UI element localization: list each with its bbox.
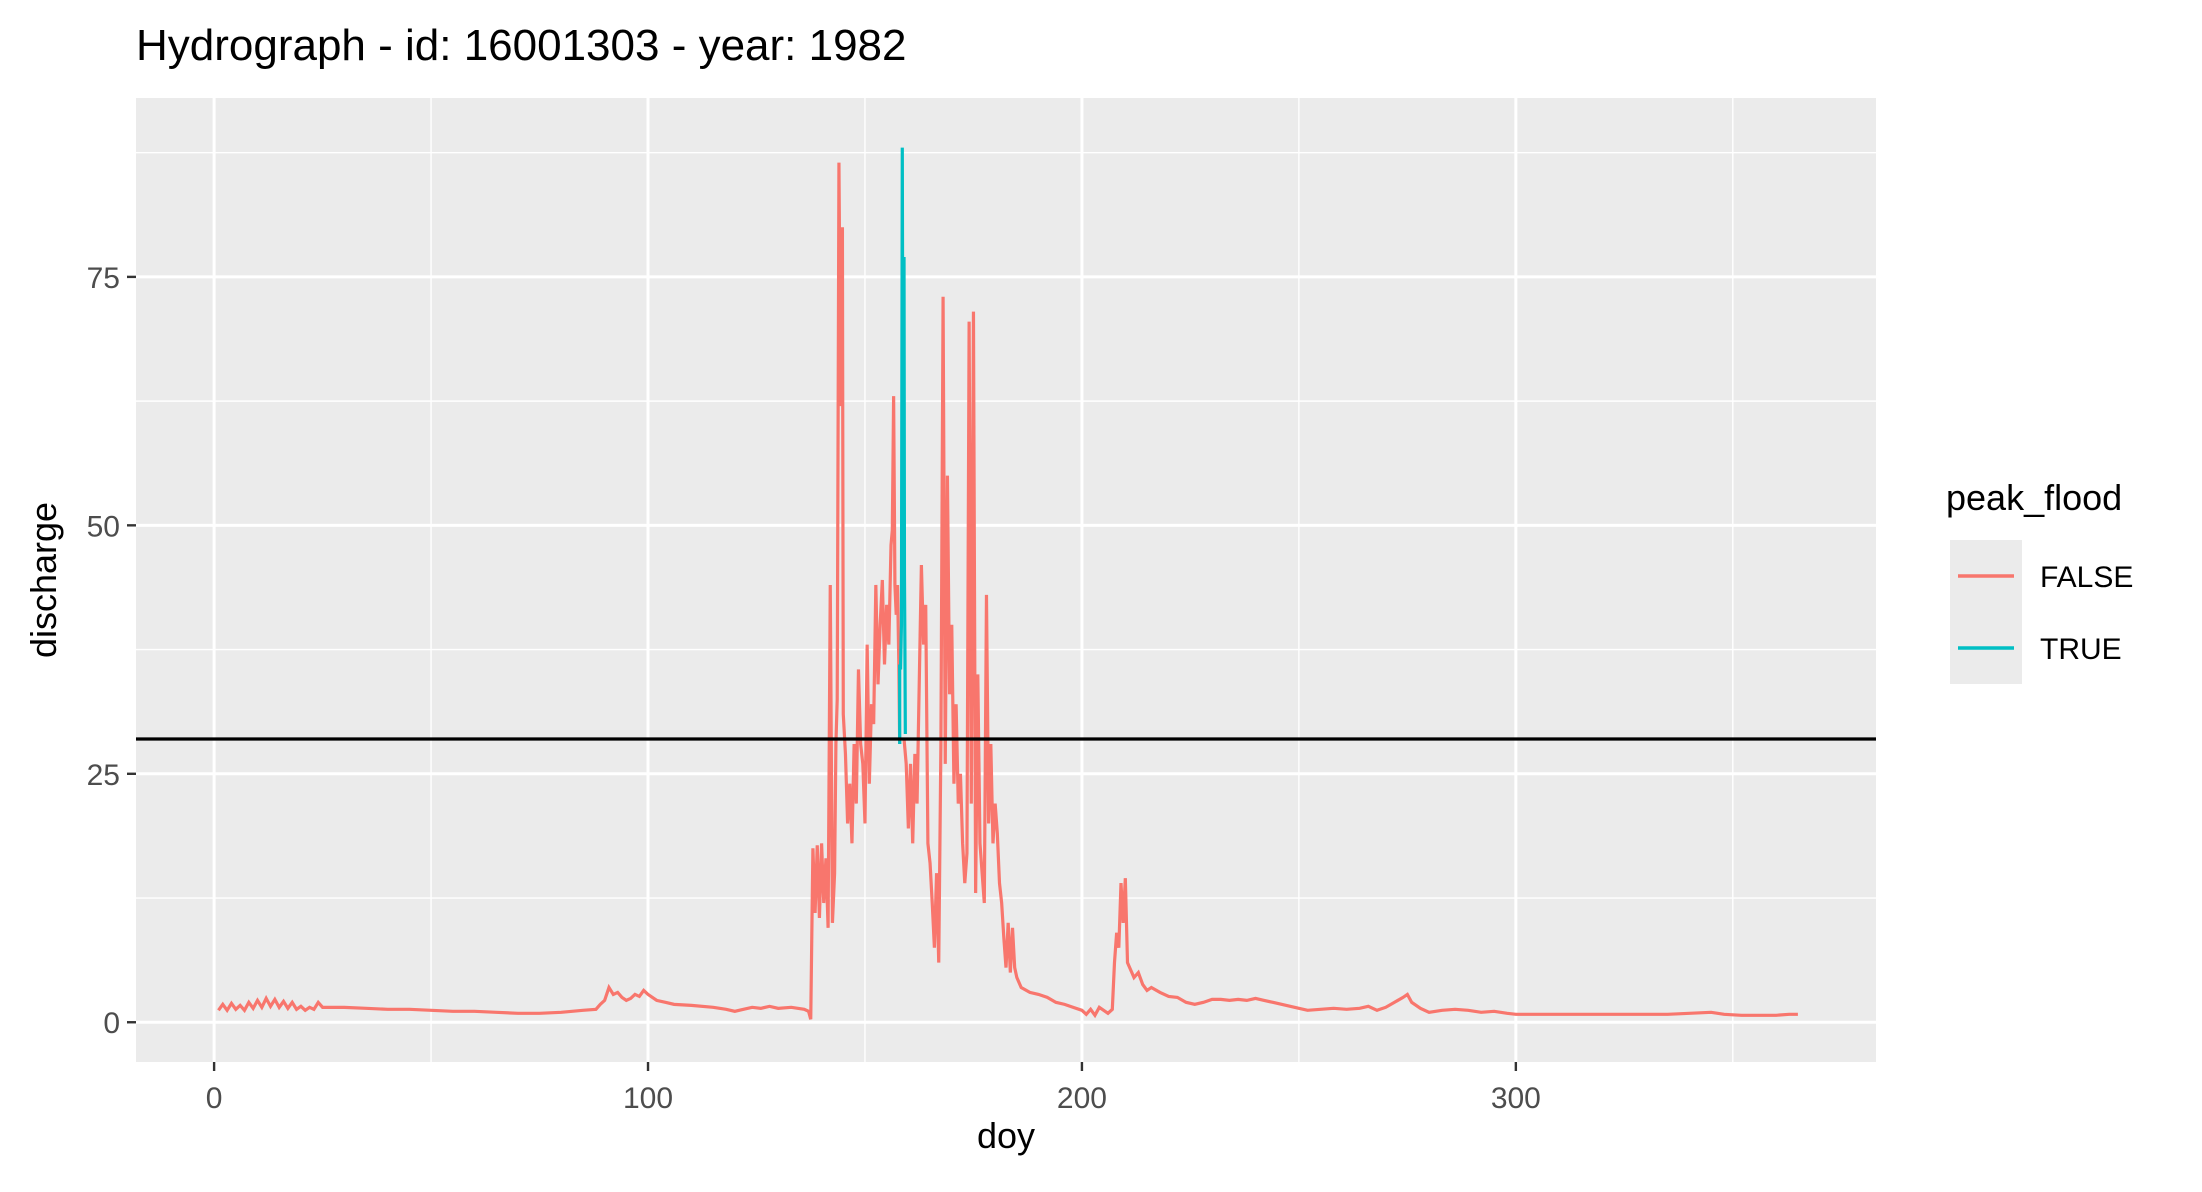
legend-title: peak_flood — [1946, 477, 2122, 518]
series-line-true — [898, 147, 907, 744]
x-axis-title: doy — [977, 1115, 1035, 1156]
x-tick-label: 0 — [206, 1082, 223, 1115]
x-tick-label: 100 — [623, 1082, 673, 1115]
y-axis-title: discharge — [23, 502, 64, 658]
chart-title: Hydrograph - id: 16001303 - year: 1982 — [136, 21, 907, 70]
y-tick-label: 75 — [87, 262, 120, 295]
y-tick-label: 50 — [87, 510, 120, 543]
axes: 0 100 200 300 0 25 50 75 — [87, 262, 1541, 1115]
x-tick-label: 300 — [1491, 1082, 1541, 1115]
legend-label-true: TRUE — [2040, 633, 2122, 666]
x-tick-label: 200 — [1057, 1082, 1107, 1115]
series-lines — [217, 147, 1798, 1020]
series-line-false — [217, 162, 902, 1020]
plot-panel — [136, 98, 1876, 1062]
y-tick-label: 0 — [103, 1007, 120, 1040]
legend-label-false: FALSE — [2040, 561, 2133, 594]
y-tick-label: 25 — [87, 759, 120, 792]
legend: peak_flood FALSE TRUE — [1946, 477, 2133, 684]
grid-lines — [136, 98, 1876, 1062]
series-line-false — [902, 296, 1798, 1019]
